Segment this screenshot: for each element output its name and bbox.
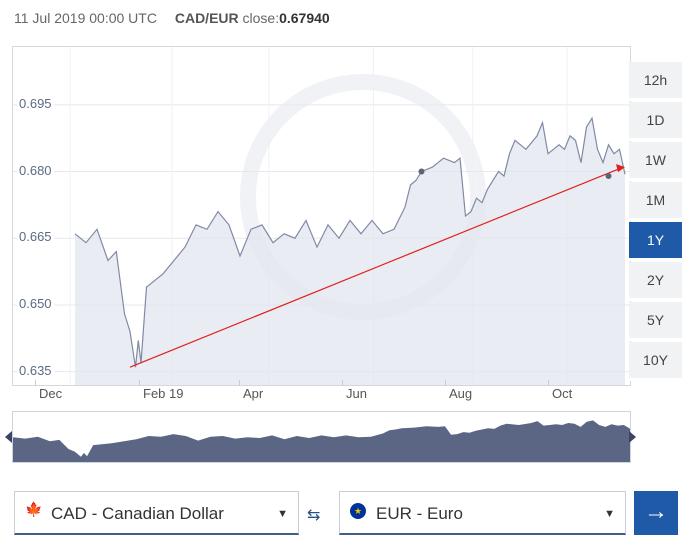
close-label: close: bbox=[242, 10, 280, 26]
rate-area bbox=[75, 118, 625, 385]
from-currency-select[interactable]: 🍁 CAD - Canadian Dollar ▼ bbox=[14, 491, 299, 535]
navigator-area bbox=[13, 420, 630, 462]
x-tick-label: Jun bbox=[346, 386, 367, 401]
marker-point bbox=[418, 168, 425, 175]
swap-currencies-icon[interactable]: ⇆ bbox=[307, 507, 321, 524]
y-tick-label: 0.635 bbox=[17, 362, 54, 378]
to-currency-label: EUR - Euro bbox=[376, 504, 463, 523]
go-button[interactable]: → bbox=[634, 491, 678, 535]
canada-flag-icon: 🍁 bbox=[25, 501, 43, 517]
timeframe-5y[interactable]: 5Y bbox=[629, 302, 682, 341]
from-currency-label: CAD - Canadian Dollar bbox=[51, 504, 224, 523]
timeframe-1d[interactable]: 1D bbox=[629, 102, 682, 141]
timeframe-1y[interactable]: 1Y bbox=[629, 222, 682, 261]
timeframe-10y[interactable]: 10Y bbox=[629, 342, 682, 381]
rate-chart[interactable]: 0.695 0.680 0.665 0.650 0.635 bbox=[12, 46, 631, 386]
x-tick-mark bbox=[35, 380, 36, 386]
currency-pair: CAD/EUR bbox=[174, 10, 239, 26]
eu-flag-icon: ★ bbox=[350, 503, 366, 519]
timeframe-1m[interactable]: 1M bbox=[629, 182, 682, 221]
to-currency-select[interactable]: ★ EUR - Euro ▼ bbox=[339, 491, 626, 535]
y-tick-label: 0.680 bbox=[17, 162, 54, 178]
navigator-right-handle[interactable] bbox=[629, 431, 636, 443]
navigator-left-handle[interactable] bbox=[5, 431, 12, 443]
timeframe-12h[interactable]: 12h bbox=[629, 62, 682, 101]
x-tick-label: Dec bbox=[39, 386, 63, 401]
navigator-plot bbox=[13, 420, 630, 462]
trend-line bbox=[129, 167, 622, 368]
x-tick-label: Feb 19 bbox=[143, 386, 184, 401]
close-value: 0.67940 bbox=[279, 10, 330, 26]
y-tick-label: 0.665 bbox=[17, 229, 54, 245]
timeframe-2y[interactable]: 2Y bbox=[629, 262, 682, 301]
x-tick-mark bbox=[139, 380, 140, 386]
x-tick-mark bbox=[342, 380, 343, 386]
navigator-overview[interactable] bbox=[12, 411, 631, 463]
chevron-down-icon: ▼ bbox=[604, 508, 615, 520]
x-tick-label: Apr bbox=[243, 386, 264, 401]
x-tick-mark bbox=[548, 380, 549, 386]
x-tick-mark bbox=[445, 380, 446, 386]
x-tick-label: Oct bbox=[552, 386, 573, 401]
trend-arrowhead bbox=[616, 164, 625, 173]
chart-header: 11 Jul 2019 00:00 UTC CAD/EUR close:0.67… bbox=[14, 10, 330, 26]
rate-chart-plot bbox=[13, 47, 630, 385]
x-tick-mark bbox=[239, 380, 240, 386]
marker-point bbox=[605, 172, 612, 179]
y-tick-label: 0.695 bbox=[17, 95, 54, 111]
timeframe-1w[interactable]: 1W bbox=[629, 142, 682, 181]
close-datetime: 11 Jul 2019 00:00 UTC bbox=[14, 10, 157, 26]
chevron-down-icon: ▼ bbox=[277, 508, 288, 520]
x-tick-label: Aug bbox=[449, 386, 473, 401]
x-axis: Dec Feb 19 Apr Jun Aug Oct bbox=[12, 380, 629, 410]
y-tick-label: 0.650 bbox=[17, 295, 54, 311]
rate-line bbox=[74, 116, 626, 368]
